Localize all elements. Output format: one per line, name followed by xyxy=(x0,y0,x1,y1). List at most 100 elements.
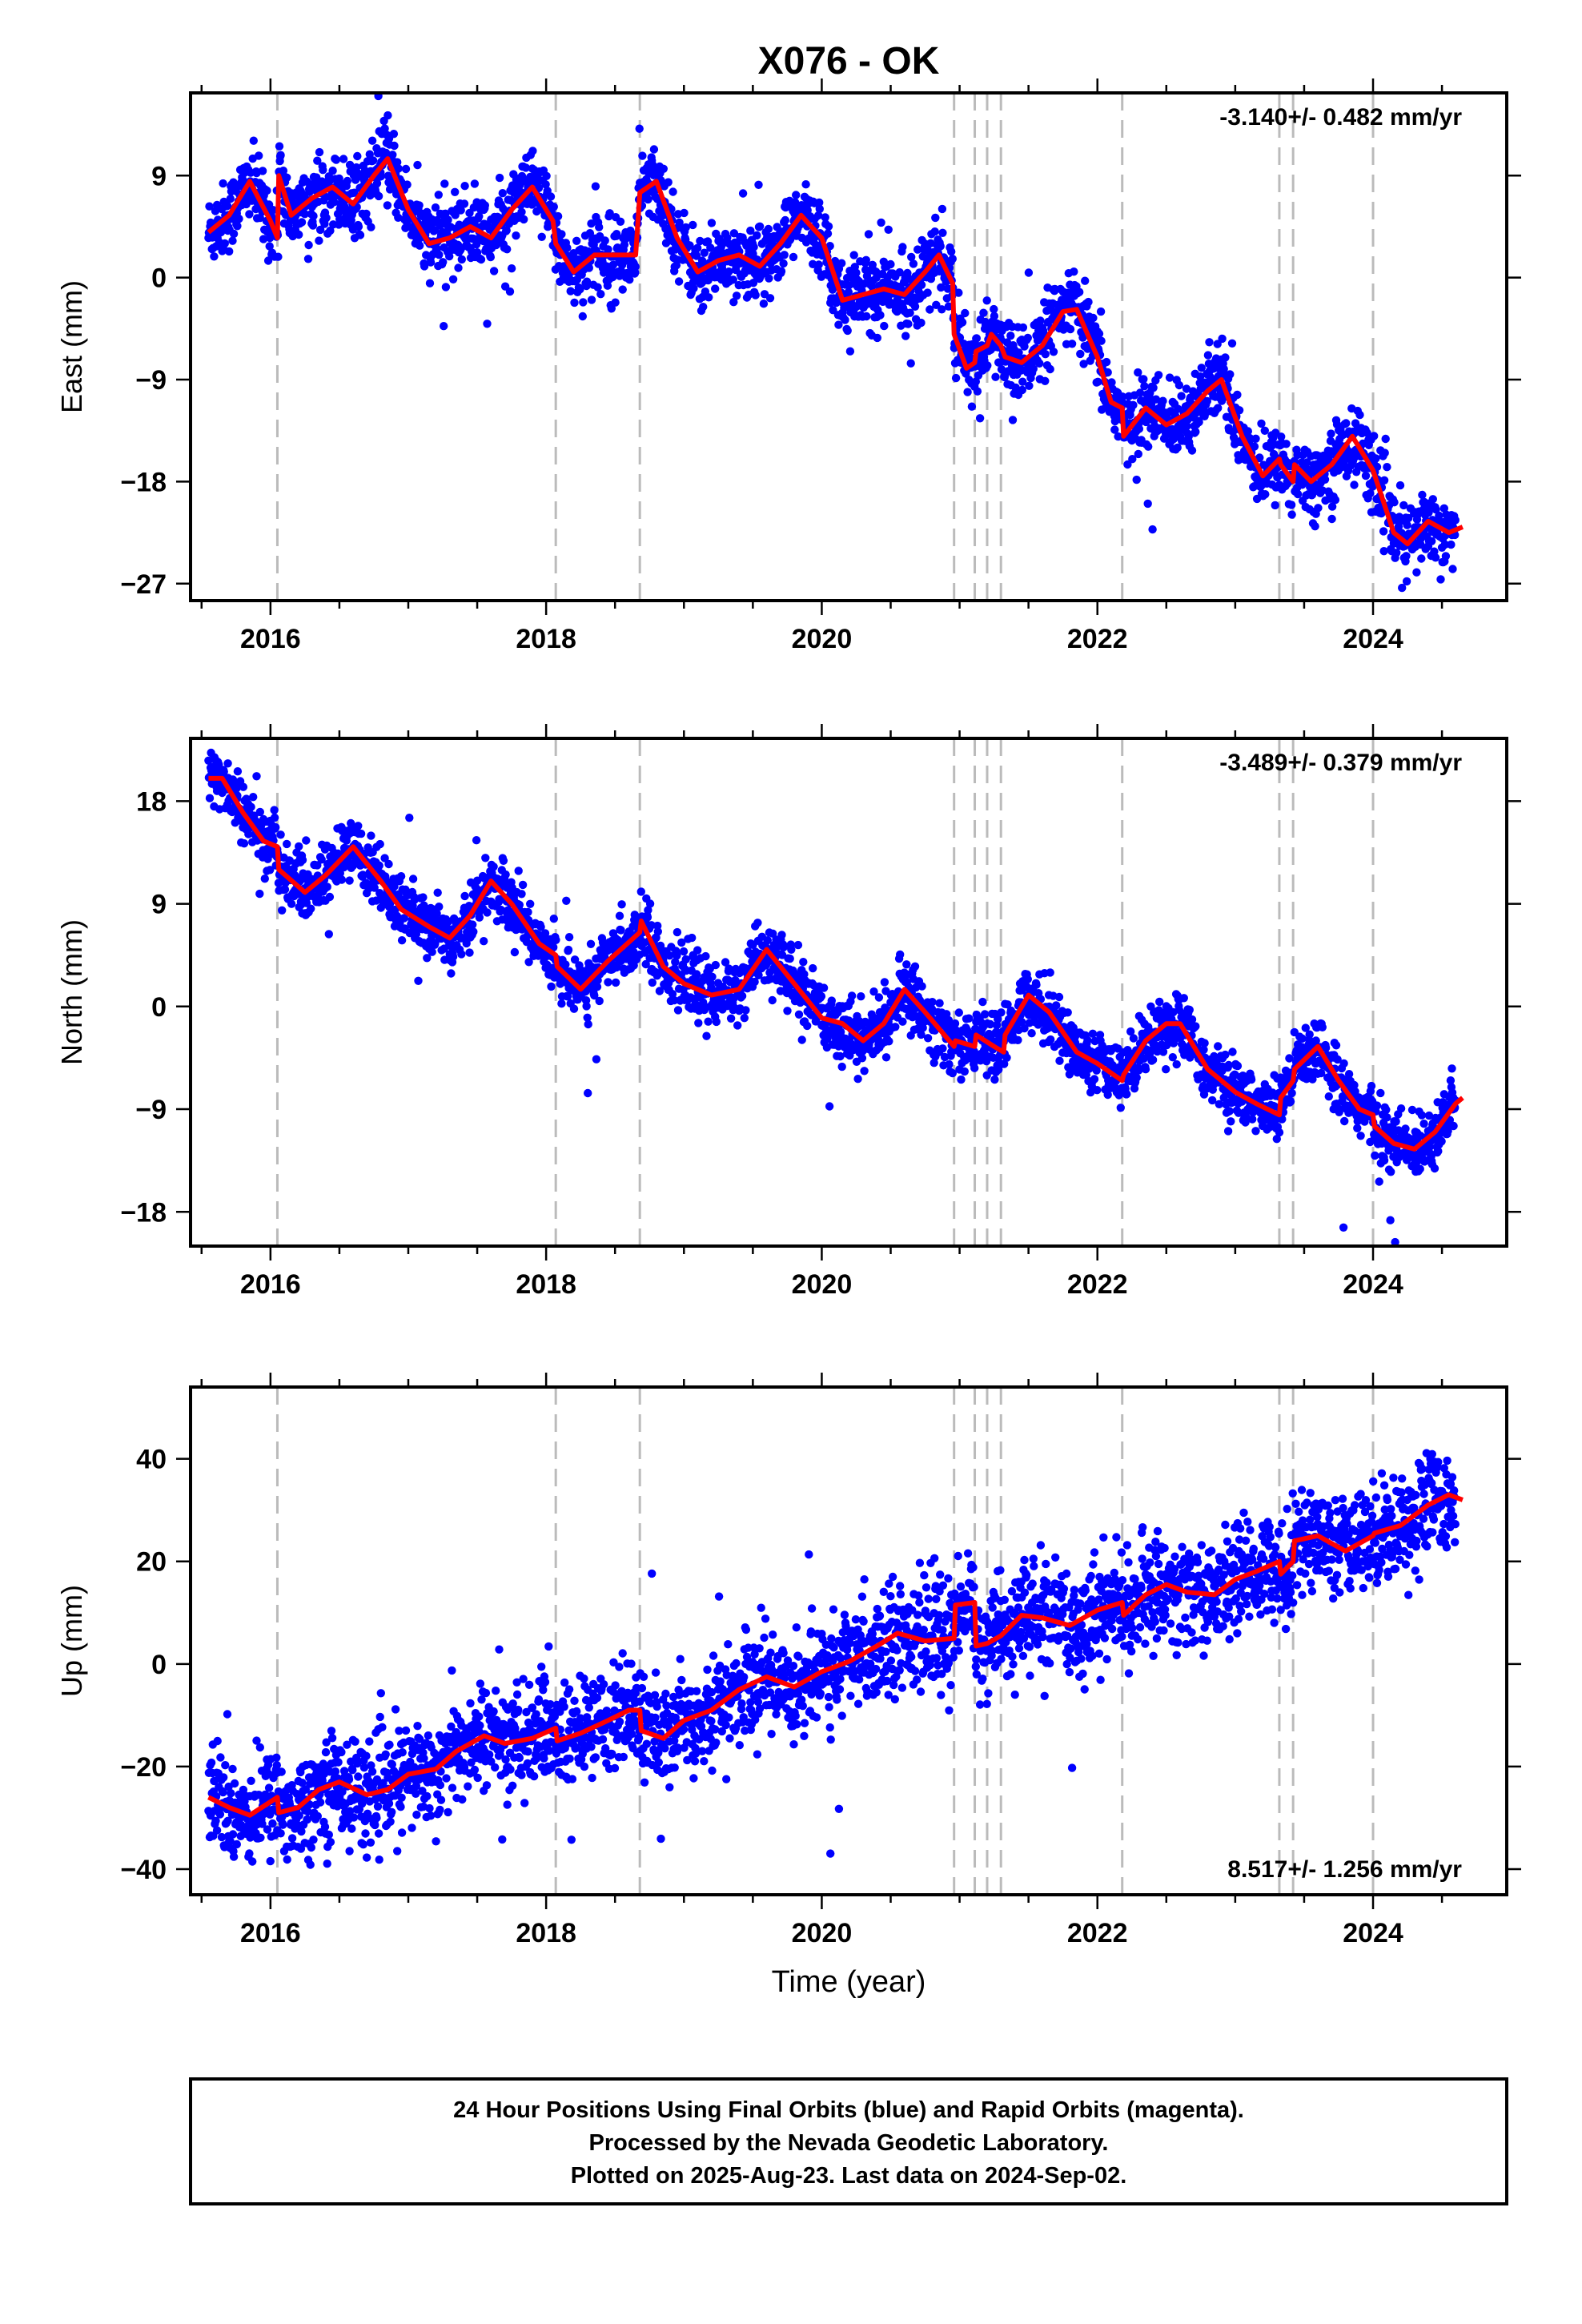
data-point xyxy=(510,947,520,957)
data-point xyxy=(738,189,748,198)
data-point xyxy=(781,215,789,225)
data-point xyxy=(460,182,469,191)
data-point xyxy=(673,1006,683,1015)
data-point xyxy=(783,1007,792,1015)
data-point xyxy=(298,855,307,865)
data-point xyxy=(1018,385,1027,395)
data-point xyxy=(945,1059,954,1069)
data-point xyxy=(225,247,234,256)
data-point xyxy=(641,959,650,969)
chart-title: X076 - OK xyxy=(758,40,940,82)
data-point xyxy=(553,211,563,221)
data-point xyxy=(547,982,556,991)
data-point xyxy=(259,235,268,243)
data-point xyxy=(570,955,580,964)
data-point xyxy=(1214,404,1223,412)
data-point xyxy=(844,287,853,296)
data-point xyxy=(239,782,248,791)
data-point xyxy=(353,151,362,161)
data-point xyxy=(885,1037,893,1046)
data-point xyxy=(1363,428,1371,437)
data-point xyxy=(923,1034,933,1043)
data-point xyxy=(215,760,223,769)
final-orbit-points xyxy=(204,93,1460,638)
data-point xyxy=(584,1088,592,1098)
data-point xyxy=(1366,489,1375,498)
data-point xyxy=(665,951,674,960)
data-point xyxy=(926,305,934,314)
data-point xyxy=(515,900,524,910)
data-point xyxy=(426,258,436,267)
data-point xyxy=(1154,371,1163,380)
data-point xyxy=(1049,348,1058,356)
data-point xyxy=(1041,376,1050,385)
data-point xyxy=(1423,630,1431,638)
data-point xyxy=(1439,504,1449,513)
data-point xyxy=(1070,267,1078,276)
data-point xyxy=(1094,377,1102,386)
data-point xyxy=(814,211,823,220)
data-point xyxy=(777,267,786,275)
x-tick-label: 2018 xyxy=(516,624,576,654)
data-point xyxy=(308,221,318,230)
data-point xyxy=(325,892,335,902)
data-point xyxy=(612,230,621,239)
data-point xyxy=(1197,364,1207,372)
data-point xyxy=(586,939,596,949)
x-tick-label: 2020 xyxy=(792,624,853,654)
data-point xyxy=(470,179,480,188)
data-point xyxy=(590,991,599,1000)
data-point xyxy=(673,927,682,937)
data-point xyxy=(670,995,679,1005)
data-point xyxy=(472,876,482,885)
data-point xyxy=(1261,490,1270,499)
data-point xyxy=(644,906,652,915)
data-point xyxy=(668,990,677,999)
data-point xyxy=(249,136,258,145)
data-point xyxy=(1245,433,1255,443)
data-point xyxy=(878,297,887,306)
data-point xyxy=(603,281,612,290)
data-point xyxy=(1226,370,1235,379)
data-point xyxy=(1327,514,1336,524)
data-point xyxy=(1390,498,1399,507)
data-point xyxy=(595,996,604,1006)
data-point xyxy=(278,906,287,915)
data-point xyxy=(428,947,436,956)
data-point xyxy=(501,870,510,879)
data-point xyxy=(617,900,626,909)
data-point xyxy=(777,931,786,939)
data-point xyxy=(448,275,458,283)
data-point xyxy=(521,163,530,172)
data-point xyxy=(693,946,702,955)
data-point xyxy=(947,247,956,256)
data-point xyxy=(563,992,572,1001)
data-point xyxy=(276,830,285,839)
data-point xyxy=(693,243,702,252)
data-point xyxy=(1103,368,1112,377)
data-point xyxy=(435,903,444,911)
data-point xyxy=(223,201,232,211)
data-point xyxy=(557,999,566,1008)
data-point xyxy=(1187,446,1197,455)
data-point xyxy=(681,955,690,964)
data-point xyxy=(785,954,794,963)
data-point xyxy=(541,180,550,189)
data-point xyxy=(971,377,981,386)
data-point xyxy=(295,842,303,851)
data-point xyxy=(1395,480,1405,490)
data-point xyxy=(930,1059,938,1068)
data-point xyxy=(416,241,424,250)
data-point xyxy=(475,913,484,922)
data-point xyxy=(583,1013,592,1023)
data-point xyxy=(700,248,709,257)
data-point xyxy=(328,167,337,175)
data-point xyxy=(370,883,379,892)
data-point xyxy=(685,241,694,250)
data-point xyxy=(711,284,720,293)
data-point xyxy=(1055,1056,1064,1065)
data-point xyxy=(780,251,789,259)
data-point xyxy=(457,255,466,264)
data-point xyxy=(917,982,926,991)
data-point xyxy=(847,991,857,1000)
